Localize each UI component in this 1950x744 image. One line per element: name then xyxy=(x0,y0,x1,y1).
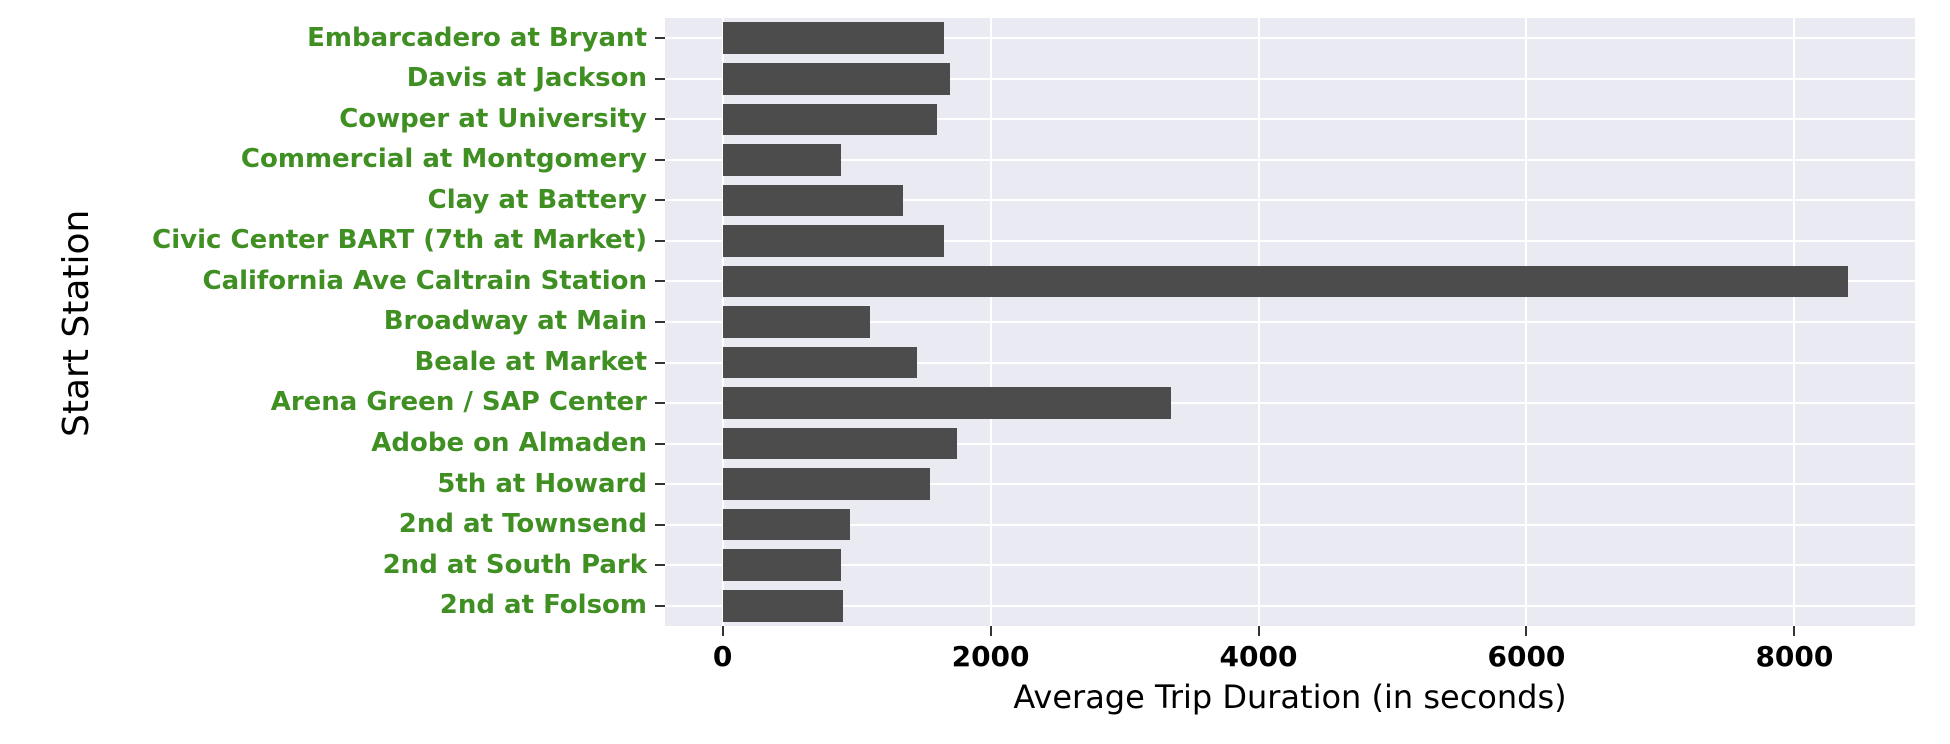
x-axis-label: Average Trip Duration (in seconds) xyxy=(1013,678,1566,716)
y-tick-label: Cowper at University xyxy=(339,104,647,134)
y-tick-mark xyxy=(655,443,665,445)
bar xyxy=(723,590,844,622)
bar xyxy=(723,104,937,136)
y-tick-label: Embarcadero at Bryant xyxy=(307,23,647,53)
y-tick-label: 2nd at Townsend xyxy=(399,509,647,539)
x-tick-mark xyxy=(990,626,992,636)
y-tick-mark xyxy=(655,524,665,526)
bar xyxy=(723,306,870,338)
x-tick-label: 2000 xyxy=(952,640,1030,673)
x-tick-label: 6000 xyxy=(1487,640,1565,673)
y-tick-mark xyxy=(655,78,665,80)
x-tick-mark xyxy=(1793,626,1795,636)
y-tick-label: Commercial at Montgomery xyxy=(241,144,647,174)
y-tick-label: Civic Center BART (7th at Market) xyxy=(152,225,647,255)
y-tick-label: Davis at Jackson xyxy=(407,63,647,93)
gridline-horizontal xyxy=(665,159,1915,161)
y-tick-label: Broadway at Main xyxy=(384,306,647,336)
bar xyxy=(723,387,1172,419)
bar xyxy=(723,468,931,500)
gridline-vertical xyxy=(990,18,992,626)
bar xyxy=(723,185,904,217)
bar xyxy=(723,509,850,541)
y-tick-label: 2nd at Folsom xyxy=(440,590,647,620)
x-tick-mark xyxy=(1258,626,1260,636)
y-tick-label: 2nd at South Park xyxy=(383,550,647,580)
figure: Embarcadero at Bryant Davis at Jackson Cow… xyxy=(0,0,1950,744)
y-axis-label: Start Station xyxy=(56,210,97,437)
gridline-vertical xyxy=(1258,18,1260,626)
y-tick-label: Adobe on Almaden xyxy=(371,428,647,458)
y-tick-label: Clay at Battery xyxy=(428,185,647,215)
gridline-vertical xyxy=(1525,18,1527,626)
y-tick-mark xyxy=(655,37,665,39)
bar xyxy=(723,144,841,176)
x-tick-label: 0 xyxy=(713,640,732,673)
x-tick-mark xyxy=(722,626,724,636)
x-tick-label: 4000 xyxy=(1220,640,1298,673)
y-tick-mark xyxy=(655,564,665,566)
y-tick-mark xyxy=(655,159,665,161)
y-tick-mark xyxy=(655,362,665,364)
y-tick-mark xyxy=(655,483,665,485)
x-tick-mark xyxy=(1525,626,1527,636)
plot-area xyxy=(665,18,1915,626)
y-tick-mark xyxy=(655,118,665,120)
gridline-horizontal xyxy=(665,605,1915,607)
bar xyxy=(723,225,944,257)
gridline-vertical xyxy=(1793,18,1795,626)
bar xyxy=(723,63,951,95)
gridline-horizontal xyxy=(665,564,1915,566)
y-tick-label: Beale at Market xyxy=(414,347,647,377)
x-tick-label: 8000 xyxy=(1755,640,1833,673)
bar xyxy=(723,347,917,379)
bar xyxy=(723,266,1848,298)
y-tick-mark xyxy=(655,402,665,404)
bar xyxy=(723,22,944,54)
y-tick-mark xyxy=(655,321,665,323)
y-tick-label: California Ave Caltrain Station xyxy=(202,266,647,296)
y-tick-mark xyxy=(655,199,665,201)
y-tick-label: Arena Green / SAP Center xyxy=(271,387,647,417)
y-tick-label: 5th at Howard xyxy=(437,469,647,499)
y-tick-mark xyxy=(655,605,665,607)
bar xyxy=(723,549,841,581)
gridline-horizontal xyxy=(665,524,1915,526)
bar xyxy=(723,428,957,460)
y-tick-mark xyxy=(655,240,665,242)
y-tick-mark xyxy=(655,280,665,282)
